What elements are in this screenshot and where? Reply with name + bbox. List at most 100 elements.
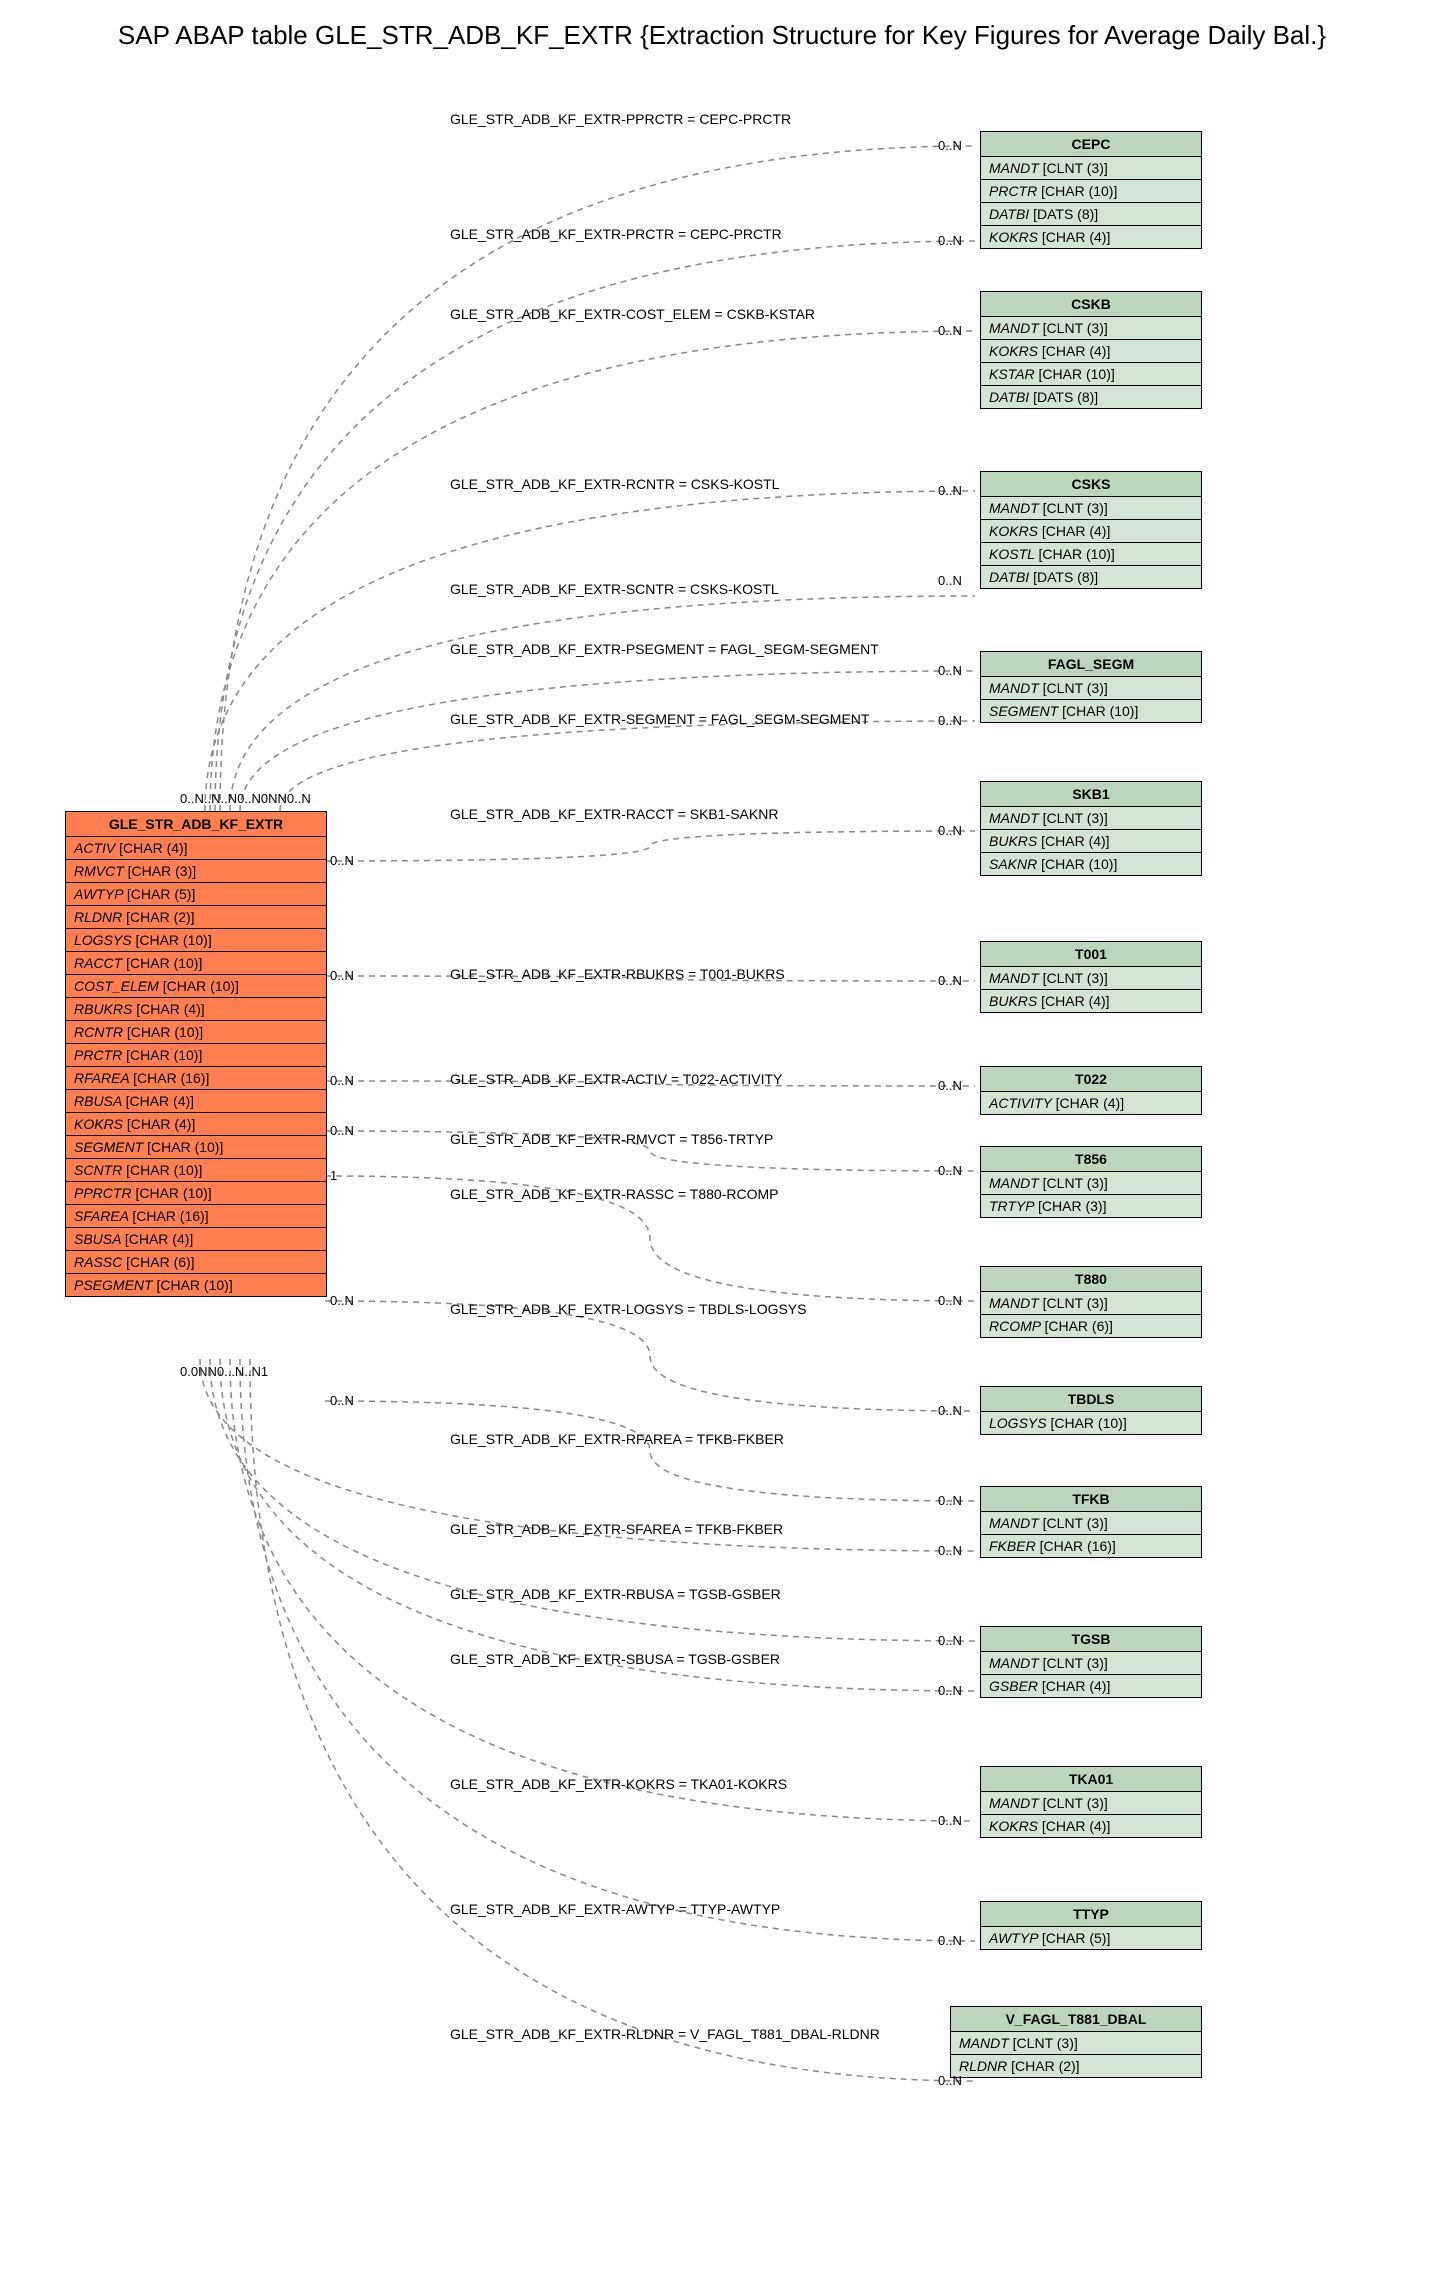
cardinality-label: 0..N	[938, 1813, 962, 1828]
cardinality-label: 0..N	[938, 323, 962, 338]
entity-field: RLDNR [CHAR (2)]	[66, 906, 326, 929]
entity-field: MANDT [CLNT (3)]	[981, 1512, 1201, 1535]
cardinality-label: 0..N	[938, 483, 962, 498]
cardinality-label: 1	[330, 1168, 337, 1183]
entity-header: T001	[981, 942, 1201, 967]
cardinality-label: 0..N	[938, 1683, 962, 1698]
cardinality-label: 0..N	[330, 1393, 354, 1408]
entity-header: TGSB	[981, 1627, 1201, 1652]
entity-field: KOKRS [CHAR (4)]	[66, 1113, 326, 1136]
connection-label: GLE_STR_ADB_KF_EXTR-SFAREA = TFKB-FKBER	[450, 1521, 783, 1537]
connection-label: GLE_STR_ADB_KF_EXTR-SCNTR = CSKS-KOSTL	[450, 581, 779, 597]
connection-label: GLE_STR_ADB_KF_EXTR-KOKRS = TKA01-KOKRS	[450, 1776, 787, 1792]
entity-header: SKB1	[981, 782, 1201, 807]
cardinality-label: 0..N	[938, 713, 962, 728]
entity-field: GSBER [CHAR (4)]	[981, 1675, 1201, 1697]
entity-header: TTYP	[981, 1902, 1201, 1927]
entity-field: ACTIV [CHAR (4)]	[66, 837, 326, 860]
ref-entity: T022ACTIVITY [CHAR (4)]	[980, 1066, 1202, 1115]
entity-field: MANDT [CLNT (3)]	[981, 807, 1201, 830]
entity-field: MANDT [CLNT (3)]	[981, 497, 1201, 520]
er-diagram: GLE_STR_ADB_KF_EXTRACTIV [CHAR (4)]RMVCT…	[20, 71, 1424, 2271]
entity-field: BUKRS [CHAR (4)]	[981, 830, 1201, 853]
entity-field: MANDT [CLNT (3)]	[951, 2032, 1201, 2055]
cardinality-label: 0..N	[938, 1293, 962, 1308]
entity-field: MANDT [CLNT (3)]	[981, 317, 1201, 340]
entity-field: RCOMP [CHAR (6)]	[981, 1315, 1201, 1337]
connection-label: GLE_STR_ADB_KF_EXTR-PSEGMENT = FAGL_SEGM…	[450, 641, 879, 657]
entity-header: GLE_STR_ADB_KF_EXTR	[66, 812, 326, 837]
cardinality-label: 0..N	[938, 1543, 962, 1558]
entity-field: FKBER [CHAR (16)]	[981, 1535, 1201, 1557]
entity-field: PRCTR [CHAR (10)]	[66, 1044, 326, 1067]
ref-entity: TGSBMANDT [CLNT (3)]GSBER [CHAR (4)]	[980, 1626, 1202, 1698]
entity-field: DATBI [DATS (8)]	[981, 386, 1201, 408]
entity-field: AWTYP [CHAR (5)]	[981, 1927, 1201, 1949]
connection-label: GLE_STR_ADB_KF_EXTR-SBUSA = TGSB-GSBER	[450, 1651, 780, 1667]
entity-field: LOGSYS [CHAR (10)]	[981, 1412, 1201, 1434]
ref-entity: TTYPAWTYP [CHAR (5)]	[980, 1901, 1202, 1950]
cardinality-label: 0..N	[938, 1633, 962, 1648]
connection-label: GLE_STR_ADB_KF_EXTR-RACCT = SKB1-SAKNR	[450, 806, 778, 822]
entity-header: TFKB	[981, 1487, 1201, 1512]
entity-field: RLDNR [CHAR (2)]	[951, 2055, 1201, 2077]
main-entity: GLE_STR_ADB_KF_EXTRACTIV [CHAR (4)]RMVCT…	[65, 811, 327, 1297]
connection-label: GLE_STR_ADB_KF_EXTR-LOGSYS = TBDLS-LOGSY…	[450, 1301, 806, 1317]
cardinality-label: 0..N	[938, 2073, 962, 2088]
entity-header: CSKS	[981, 472, 1201, 497]
cardinality-label: 0..N	[938, 573, 962, 588]
entity-field: KOKRS [CHAR (4)]	[981, 520, 1201, 543]
entity-header: TBDLS	[981, 1387, 1201, 1412]
connection-label: GLE_STR_ADB_KF_EXTR-RLDNR = V_FAGL_T881_…	[450, 2026, 880, 2042]
cardinality-label: 0..N	[938, 1403, 962, 1418]
connection-label: GLE_STR_ADB_KF_EXTR-COST_ELEM = CSKB-KST…	[450, 306, 815, 322]
entity-field: RMVCT [CHAR (3)]	[66, 860, 326, 883]
entity-field: RFAREA [CHAR (16)]	[66, 1067, 326, 1090]
entity-field: SFAREA [CHAR (16)]	[66, 1205, 326, 1228]
cardinality-label: 0..N	[938, 138, 962, 153]
connection-label: GLE_STR_ADB_KF_EXTR-PPRCTR = CEPC-PRCTR	[450, 111, 791, 127]
entity-field: LOGSYS [CHAR (10)]	[66, 929, 326, 952]
entity-header: CEPC	[981, 132, 1201, 157]
entity-field: SBUSA [CHAR (4)]	[66, 1228, 326, 1251]
entity-field: SCNTR [CHAR (10)]	[66, 1159, 326, 1182]
cardinality-label: 0..N	[938, 233, 962, 248]
entity-field: RACCT [CHAR (10)]	[66, 952, 326, 975]
entity-field: DATBI [DATS (8)]	[981, 566, 1201, 588]
entity-field: KOKRS [CHAR (4)]	[981, 1815, 1201, 1837]
entity-field: BUKRS [CHAR (4)]	[981, 990, 1201, 1012]
cardinality-label: 0..N	[330, 1293, 354, 1308]
ref-entity: CSKBMANDT [CLNT (3)]KOKRS [CHAR (4)]KSTA…	[980, 291, 1202, 409]
page-title: SAP ABAP table GLE_STR_ADB_KF_EXTR {Extr…	[20, 20, 1424, 51]
connection-label: GLE_STR_ADB_KF_EXTR-PRCTR = CEPC-PRCTR	[450, 226, 782, 242]
entity-field: MANDT [CLNT (3)]	[981, 1652, 1201, 1675]
entity-field: KSTAR [CHAR (10)]	[981, 363, 1201, 386]
cardinality-label: 0..N	[938, 1933, 962, 1948]
entity-header: T880	[981, 1267, 1201, 1292]
entity-field: PPRCTR [CHAR (10)]	[66, 1182, 326, 1205]
cardinality-label: 0..N	[938, 973, 962, 988]
connection-label: GLE_STR_ADB_KF_EXTR-SEGMENT = FAGL_SEGM-…	[450, 711, 869, 727]
entity-field: TRTYP [CHAR (3)]	[981, 1195, 1201, 1217]
ref-entity: CEPCMANDT [CLNT (3)]PRCTR [CHAR (10)]DAT…	[980, 131, 1202, 249]
cardinality-cluster-top: 0..N..N..N0..N0NN0..N	[180, 791, 311, 806]
entity-header: V_FAGL_T881_DBAL	[951, 2007, 1201, 2032]
ref-entity: FAGL_SEGMMANDT [CLNT (3)]SEGMENT [CHAR (…	[980, 651, 1202, 723]
entity-field: KOKRS [CHAR (4)]	[981, 340, 1201, 363]
cardinality-label: 0..N	[938, 1078, 962, 1093]
connection-label: GLE_STR_ADB_KF_EXTR-RMVCT = T856-TRTYP	[450, 1131, 773, 1147]
entity-header: T022	[981, 1067, 1201, 1092]
ref-entity: SKB1MANDT [CLNT (3)]BUKRS [CHAR (4)]SAKN…	[980, 781, 1202, 876]
entity-field: AWTYP [CHAR (5)]	[66, 883, 326, 906]
entity-field: RCNTR [CHAR (10)]	[66, 1021, 326, 1044]
entity-field: KOKRS [CHAR (4)]	[981, 226, 1201, 248]
cardinality-label: 0..N	[938, 663, 962, 678]
ref-entity: TFKBMANDT [CLNT (3)]FKBER [CHAR (16)]	[980, 1486, 1202, 1558]
entity-field: SEGMENT [CHAR (10)]	[66, 1136, 326, 1159]
cardinality-label: 0..N	[330, 853, 354, 868]
entity-field: MANDT [CLNT (3)]	[981, 1792, 1201, 1815]
entity-field: MANDT [CLNT (3)]	[981, 677, 1201, 700]
entity-field: RBUSA [CHAR (4)]	[66, 1090, 326, 1113]
ref-entity: V_FAGL_T881_DBALMANDT [CLNT (3)]RLDNR [C…	[950, 2006, 1202, 2078]
entity-field: RASSC [CHAR (6)]	[66, 1251, 326, 1274]
